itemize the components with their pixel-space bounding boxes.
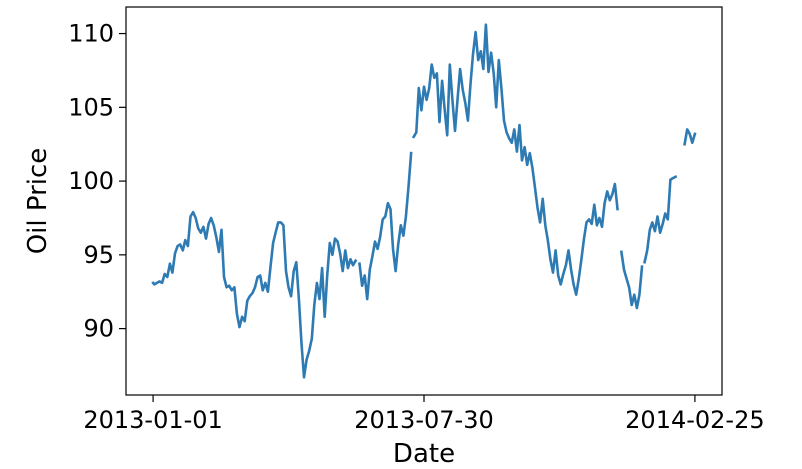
y-tick-label: 95 (83, 241, 114, 269)
x-axis-label: Date (393, 439, 455, 469)
y-tick-label: 105 (68, 93, 114, 121)
y-axis-label: Oil Price (23, 148, 53, 255)
plot-area (125, 6, 723, 396)
series-line-segment-4 (619, 250, 644, 310)
series-line-segment-6 (683, 128, 697, 146)
x-tick-label: 2014-02-25 (625, 406, 764, 434)
series-layer (151, 23, 697, 379)
x-axis: 2013-01-01 2013-07-30 2014-02-25 (83, 395, 765, 434)
y-tick-label: 100 (68, 167, 114, 195)
y-axis: 90 95 100 105 110 (68, 20, 126, 343)
y-tick-label: 110 (68, 20, 114, 48)
series-line-segment-1 (151, 210, 358, 379)
y-tick-label: 90 (83, 315, 114, 343)
series-line-segment-5 (643, 174, 678, 264)
x-tick-label: 2013-07-30 (354, 406, 493, 434)
series-line-segment-3 (411, 23, 619, 296)
x-tick-label: 2013-01-01 (83, 406, 222, 434)
series-line-segment-2 (358, 151, 413, 301)
